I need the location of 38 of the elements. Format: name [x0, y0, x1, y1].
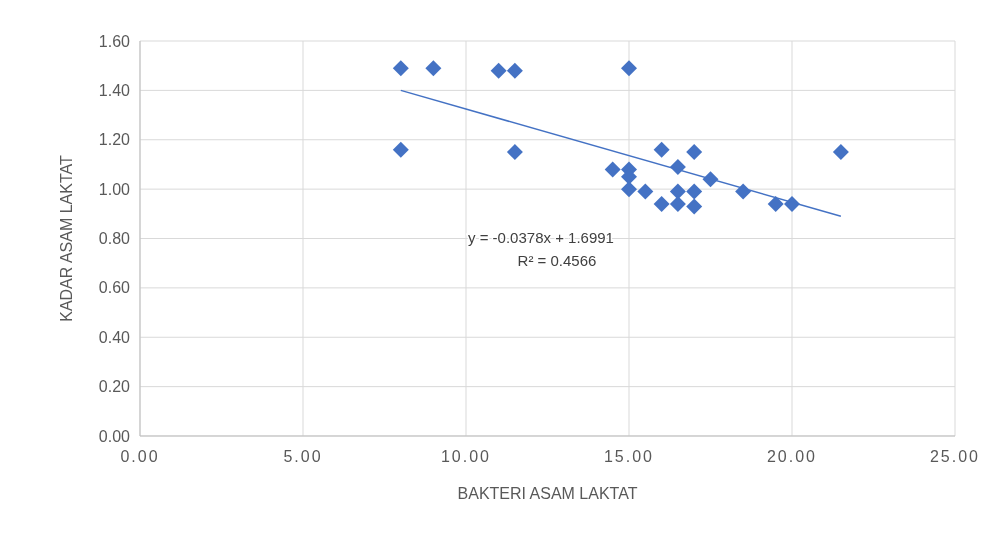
y-tick-label: 0.00	[98, 427, 131, 445]
point	[506, 144, 523, 161]
point	[392, 60, 409, 77]
annotation: y = -0.0378x + 1.6991	[468, 228, 614, 246]
point	[653, 141, 670, 158]
point	[686, 144, 703, 161]
point	[669, 183, 686, 200]
y-tick-label: 1.60	[98, 32, 131, 50]
point	[767, 195, 784, 212]
point	[621, 60, 637, 77]
point	[490, 62, 507, 79]
point	[604, 161, 621, 178]
y-tick-label: 1.40	[98, 81, 131, 99]
x-tick-label: 15.00	[603, 448, 655, 465]
y-tick-label: 1.00	[98, 180, 131, 198]
point	[832, 144, 849, 161]
x-tick-label: 10.00	[440, 448, 492, 465]
point	[621, 181, 637, 198]
point	[506, 62, 523, 79]
point	[637, 183, 654, 200]
point	[653, 195, 670, 212]
point	[686, 183, 703, 200]
y-tick-label: 0.20	[98, 378, 131, 396]
x-tick-label: 5.00	[283, 448, 323, 465]
x-tick-label: 20.00	[766, 448, 818, 465]
point	[669, 195, 686, 212]
x-tick-label: 0.00	[120, 448, 160, 465]
point	[425, 60, 442, 77]
y-axis-title: KADAR ASAM LAKTAT	[58, 154, 75, 322]
annotation: R² = 0.4566	[517, 251, 597, 269]
point	[686, 198, 703, 215]
point	[392, 141, 409, 158]
x-tick-label: 25.00	[929, 448, 981, 465]
y-tick-label: 0.40	[98, 328, 131, 346]
y-tick-label: 1.20	[98, 131, 131, 149]
y-tick-label: 0.80	[98, 230, 131, 248]
y-tick-label: 0.60	[98, 279, 131, 297]
x-axis-title: BAKTERI ASAM LAKTAT	[457, 485, 638, 502]
